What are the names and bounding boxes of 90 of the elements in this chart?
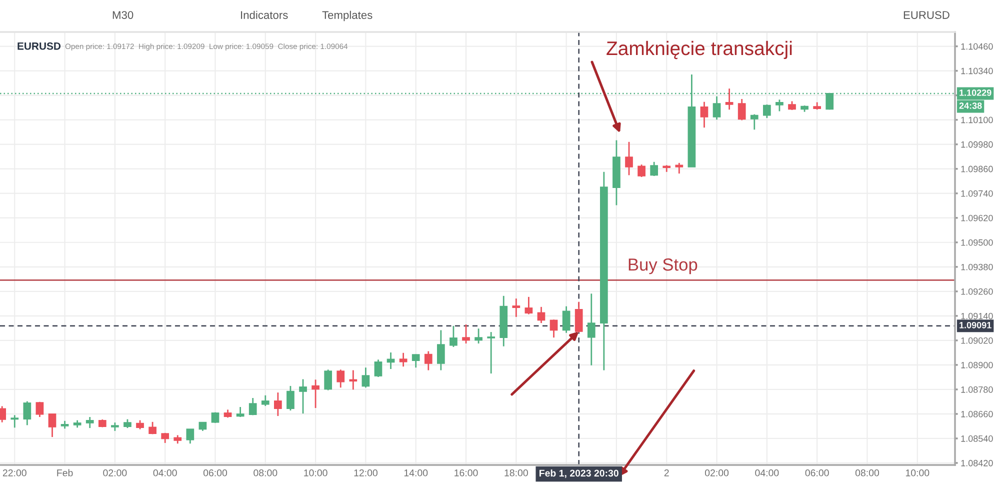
candlestick [362,366,370,388]
x-tick-label: 14:00 [404,469,428,476]
x-tick-label: Feb [57,469,73,476]
candlestick [762,104,771,119]
candlestick [437,330,445,371]
text: 24:38 [959,102,982,109]
candlestick [374,358,382,378]
x-tick-label: 02:00 [103,469,127,476]
candlestick [148,421,156,435]
candlestick [86,416,94,429]
text: Templates [322,10,372,22]
candlestick [524,296,533,315]
y-tick-label: 1.08540 [961,435,993,442]
candlestick [48,412,56,438]
candlestick [236,406,244,418]
candlestick [10,414,19,428]
candlestick [550,318,558,338]
candlestick [23,400,32,426]
x-tick-label: 2 [664,469,669,476]
candlestick [675,162,684,174]
text: M30 [112,11,134,19]
candlestick [487,331,496,374]
y-tick-label: 1.08780 [961,386,993,393]
candlestick [286,385,294,412]
x-tick-label: 06:00 [805,469,829,476]
y-tick-label: 1.09860 [961,166,993,172]
candlestick [462,324,470,344]
y-tick-label: 1.10100 [961,116,993,124]
candlestick [537,306,546,324]
x-tick-label: 18:00 [504,469,528,476]
x-tick-label: 04:00 [153,469,177,476]
candlestick [750,114,758,130]
candlestick [399,352,408,368]
x-tick-label: 16:00 [454,469,478,476]
x-tick-label: 04:00 [755,469,779,476]
candlestick [36,401,44,418]
candlestick [261,394,270,407]
candlestick [274,392,282,417]
candlestick [625,141,633,176]
candlestick [336,368,345,388]
y-tick-label: 1.09500 [961,239,993,246]
candlestick [738,98,746,121]
ref-line-label: Buy Stop [628,258,698,274]
candlestick [474,328,482,344]
x-tick-label: 10:00 [304,469,328,476]
y-tick-label: 1.09380 [961,264,993,270]
candlestick [776,98,784,112]
candlestick [512,298,520,318]
candlestick [725,88,734,110]
y-tick-label: 1.10340 [961,68,993,74]
y-tick-label: 1.09620 [961,214,993,222]
y-tick-label: 1.10460 [961,43,993,50]
candlestick [638,164,646,178]
x-tick-label: 02:00 [704,469,729,476]
ref-line-label: 1.10229 [960,90,992,96]
candlestick [587,292,596,366]
x-tick-label: 08:00 [855,469,880,476]
x-tick-label: 10:00 [906,469,930,476]
candlestick [412,354,420,368]
y-tick-label: 1.08420 [961,460,993,466]
ref-line-label: Feb 1, 2023 20:30 [540,469,618,478]
candlestick [562,306,570,334]
candlestick [349,370,358,390]
y-tick-label: 1.08900 [961,362,993,368]
candlestick [424,350,432,371]
candlestick [312,378,320,409]
candlestick [712,96,721,120]
candlestick [324,368,332,391]
annotation: Zamknięcie transakcji [606,40,792,60]
x-tick-label: 06:00 [203,469,228,476]
text: EURUSD [18,42,61,50]
candlestick [650,161,658,177]
x-tick-label: 12:00 [354,469,378,476]
y-tick-label: 1.09740 [961,190,993,197]
candlestick [186,428,194,444]
x-tick-label: 22:00 [2,469,26,476]
candlestick [248,397,257,416]
candlestick [299,378,307,414]
y-tick-label: 1.09260 [961,288,993,295]
candlestick [700,101,708,128]
text: Indicators [241,10,288,19]
text: EURUSD [904,11,950,19]
candlestick [450,325,458,348]
y-tick-label: 1.09980 [961,141,993,148]
candlestick [574,301,583,334]
x-tick-label: 08:00 [254,469,278,476]
y-tick-label: 1.08660 [961,410,993,418]
y-tick-label: 1.09140 [961,312,993,320]
y-tick-label: 1.09020 [961,337,993,344]
ref-line-label: 1.09091 [960,322,992,328]
